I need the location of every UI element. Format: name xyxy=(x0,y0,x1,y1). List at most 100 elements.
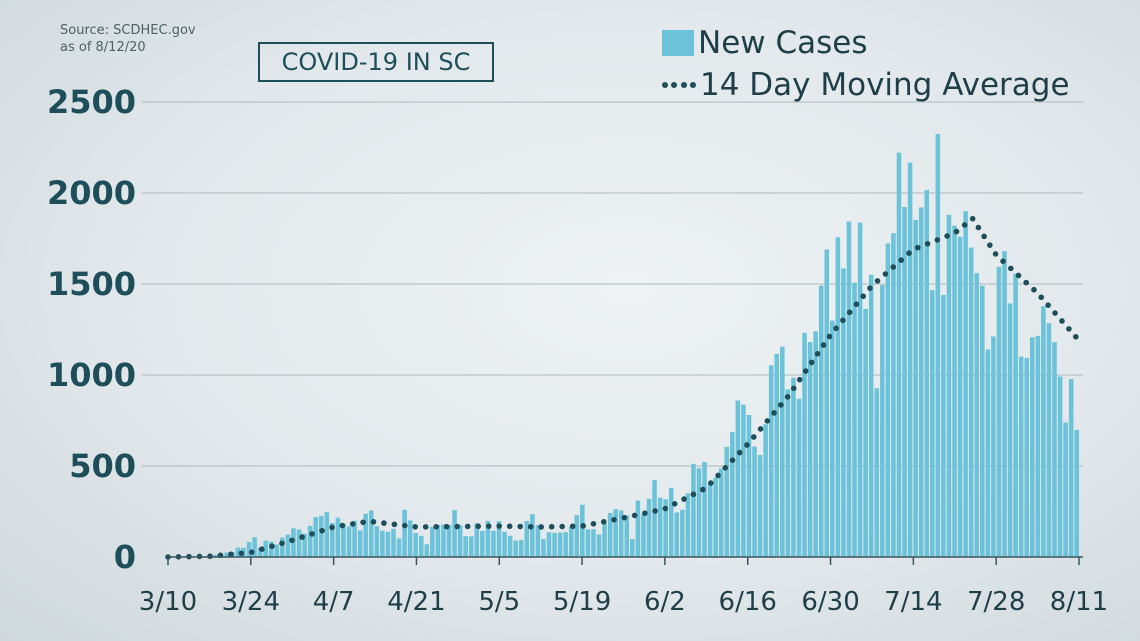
moving-average-dot xyxy=(299,534,305,540)
moving-average-dot xyxy=(708,480,714,486)
bar xyxy=(852,282,857,557)
bar xyxy=(863,308,868,557)
bar xyxy=(307,525,313,557)
bar xyxy=(1035,335,1041,557)
moving-average-dot xyxy=(790,385,797,392)
moving-average-dot xyxy=(953,228,960,235)
bar xyxy=(252,537,257,557)
bar xyxy=(652,480,657,557)
moving-average-dot xyxy=(1073,333,1079,340)
moving-average-dot xyxy=(538,524,544,530)
bar xyxy=(452,510,457,557)
bar xyxy=(841,268,846,557)
moving-average-dot xyxy=(559,523,565,530)
bar xyxy=(985,349,991,557)
moving-average-dot xyxy=(580,523,586,529)
bar xyxy=(341,523,346,557)
bar xyxy=(541,539,546,557)
moving-average-dot xyxy=(890,264,897,270)
moving-average-dot xyxy=(329,524,335,531)
bar xyxy=(296,529,302,557)
bar xyxy=(685,493,691,557)
moving-average-dot xyxy=(631,512,638,519)
moving-average-dot xyxy=(846,309,853,316)
bar xyxy=(924,189,930,557)
moving-average-dot xyxy=(454,523,460,530)
moving-average-dot xyxy=(1031,286,1037,293)
bar xyxy=(596,534,602,557)
legend-item-moving-average: 14 Day Moving Average xyxy=(662,64,1070,106)
moving-average-dot xyxy=(840,317,846,324)
bar xyxy=(846,221,852,557)
moving-average-line xyxy=(165,215,1079,560)
bar xyxy=(1030,337,1035,557)
moving-average-dot xyxy=(969,215,976,222)
bar xyxy=(1057,376,1063,557)
bar xyxy=(991,336,996,557)
bar xyxy=(774,353,780,557)
bar xyxy=(407,520,413,557)
bar xyxy=(557,532,563,557)
moving-average-dot xyxy=(802,368,809,374)
moving-average-dot xyxy=(882,271,889,277)
moving-average-dot xyxy=(915,244,921,251)
moving-average-dot xyxy=(757,426,764,432)
moving-average-dot xyxy=(700,486,706,493)
bar xyxy=(374,526,380,557)
bar xyxy=(418,535,424,557)
bar xyxy=(457,525,463,557)
x-axis-ticks: 3/10 3/24 4/7 4/21 5/5 5/19 6/2 6/16 6/30 7/14 7/2… xyxy=(139,557,1108,617)
bar xyxy=(974,273,980,557)
moving-average-dot xyxy=(1045,302,1051,308)
bar xyxy=(591,529,596,557)
bar xyxy=(980,285,985,557)
bar xyxy=(391,528,396,557)
bar xyxy=(274,544,280,557)
bar xyxy=(257,547,263,557)
bar xyxy=(246,541,252,557)
bar xyxy=(474,523,480,557)
moving-average-dot xyxy=(906,250,912,256)
bar xyxy=(491,530,496,557)
moving-average-swatch xyxy=(662,72,696,98)
bar xyxy=(880,285,885,557)
bar xyxy=(1074,429,1079,557)
bar xyxy=(1068,379,1074,557)
bar xyxy=(874,388,880,557)
bar xyxy=(807,342,813,557)
moving-average-dot xyxy=(1052,310,1058,316)
moving-average-dot xyxy=(898,257,904,263)
bar xyxy=(702,461,707,557)
moving-average-dot xyxy=(1000,258,1006,265)
bar xyxy=(941,294,946,557)
bar xyxy=(380,530,385,557)
bar xyxy=(235,547,241,557)
moving-average-dot xyxy=(1007,265,1014,272)
bar xyxy=(857,222,863,557)
moving-average-dot xyxy=(269,543,275,550)
bar xyxy=(907,162,913,557)
bar xyxy=(568,526,574,557)
bar xyxy=(602,523,607,557)
bar xyxy=(507,535,513,557)
y-tick-label: 1000 xyxy=(47,356,136,394)
moving-average-dot xyxy=(485,523,492,529)
bar xyxy=(352,520,357,557)
moving-average-dot xyxy=(611,516,617,523)
moving-average-dot xyxy=(569,523,576,530)
moving-average-dot xyxy=(764,418,771,424)
moving-average-dot xyxy=(496,523,502,529)
x-tick-label: 3/24 xyxy=(222,587,280,617)
bar xyxy=(741,404,746,557)
bar xyxy=(796,398,802,557)
source-note: Source: SCDHEC.gov as of 8/12/20 xyxy=(60,22,196,56)
bar xyxy=(1018,356,1024,557)
as-of-date: as of 8/12/20 xyxy=(60,40,146,55)
bar xyxy=(1013,273,1018,557)
moving-average-dot xyxy=(987,242,993,248)
moving-average-dot xyxy=(975,224,982,231)
moving-average-dot xyxy=(279,540,285,547)
bar xyxy=(885,243,891,557)
y-tick-label: 2000 xyxy=(47,174,136,212)
